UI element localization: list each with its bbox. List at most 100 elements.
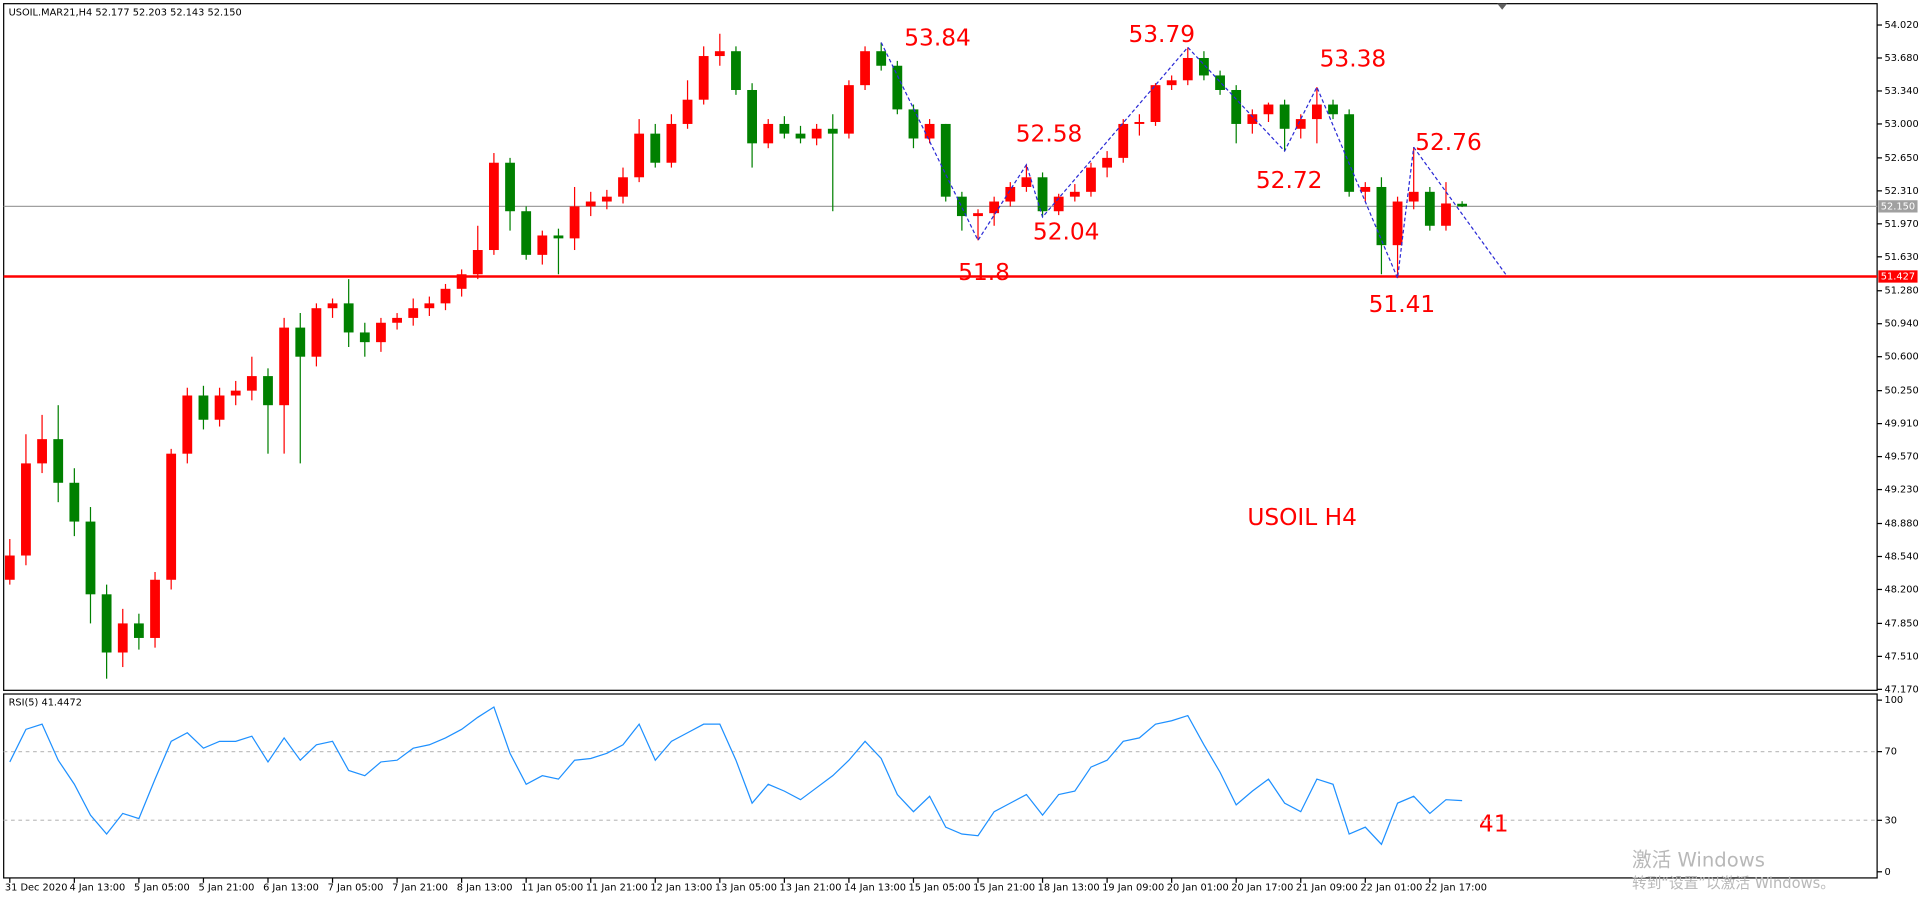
candle-body — [1408, 191, 1419, 202]
chart-title: USOIL.MAR21,H4 52.177 52.203 52.143 52.1… — [9, 7, 242, 18]
y-tick-label: 54.020 — [1884, 20, 1918, 31]
y-tick-label: 51.280 — [1884, 286, 1918, 297]
candle-body — [876, 51, 887, 66]
candle-body — [424, 303, 435, 309]
zigzag-label: 52.76 — [1415, 129, 1482, 156]
candle-body — [1279, 104, 1290, 129]
candle-body — [1215, 75, 1225, 90]
candle-body — [214, 395, 225, 420]
shift-marker — [1497, 3, 1508, 10]
candle-body — [1199, 57, 1209, 76]
candle-body — [1360, 186, 1371, 192]
zigzag-projection — [1413, 146, 1508, 277]
zigzag-line — [880, 42, 1415, 281]
x-tick-label: 5 Jan 21:00 — [199, 883, 255, 894]
y-tick-label: 50.250 — [1884, 386, 1918, 397]
candle-body — [779, 123, 790, 134]
x-tick-label: 5 Jan 05:00 — [134, 883, 190, 894]
candle-body — [714, 51, 725, 57]
y-tick-label: 52.650 — [1884, 153, 1918, 164]
y-tick-label: 30 — [1884, 815, 1896, 826]
candle-body — [472, 250, 483, 275]
candle-body — [230, 390, 241, 396]
zigzag-label: 53.38 — [1320, 46, 1387, 73]
candle-body — [763, 123, 774, 144]
x-tick-label: 21 Jan 09:00 — [1296, 883, 1358, 894]
x-tick-label: 8 Jan 13:00 — [457, 883, 513, 894]
candle-body — [440, 288, 451, 304]
x-tick-label: 20 Jan 01:00 — [1167, 883, 1229, 894]
candle-body — [1263, 104, 1274, 115]
candle-body — [198, 395, 209, 420]
candle-body — [246, 376, 257, 391]
candle-body — [1457, 203, 1468, 207]
candle-body — [1344, 114, 1355, 192]
candle-body — [150, 579, 160, 638]
x-tick-label: 7 Jan 05:00 — [328, 883, 384, 894]
zigzag-label: 52.58 — [1016, 120, 1083, 147]
candle-body — [1247, 114, 1258, 124]
y-tick-label: 70 — [1884, 747, 1896, 758]
candle-body — [1231, 89, 1242, 124]
candle-body — [585, 201, 596, 207]
x-tick-label: 13 Jan 21:00 — [779, 883, 841, 894]
candle-body — [521, 211, 532, 255]
y-tick-label: 49.230 — [1884, 485, 1918, 496]
zigzag-label: 53.84 — [904, 25, 971, 52]
annotation: 41 — [1479, 811, 1509, 838]
candle-body — [553, 235, 564, 239]
candle-body — [1182, 57, 1193, 81]
candle-body — [279, 327, 290, 406]
candle-body — [343, 303, 354, 333]
candle-body — [1037, 177, 1048, 212]
y-tick-label: 52.310 — [1884, 186, 1918, 197]
candle-body — [1005, 186, 1016, 202]
x-tick-label: 4 Jan 13:00 — [69, 883, 125, 894]
rsi-line — [9, 706, 1463, 846]
candle-body — [1166, 80, 1177, 86]
y-tick-label: 53.680 — [1884, 53, 1918, 64]
candle-body — [1134, 121, 1145, 124]
candle-body — [37, 439, 47, 464]
rsi-panel — [3, 693, 1878, 879]
y-tick-label: 48.200 — [1884, 584, 1918, 595]
candle-body — [1376, 186, 1387, 246]
candle-body — [133, 623, 144, 638]
candle-body — [924, 123, 935, 139]
candle-body — [408, 308, 419, 318]
candle-body — [1441, 203, 1451, 226]
x-tick-label: 14 Jan 13:00 — [844, 883, 906, 894]
watermark: 转到“设置”以激活 Windows。 — [1632, 875, 1835, 892]
x-tick-label: 19 Jan 09:00 — [1102, 883, 1164, 894]
candle-body — [505, 162, 515, 212]
x-tick-label: 11 Jan 05:00 — [521, 883, 583, 894]
candle-body — [21, 463, 31, 556]
candle-body — [601, 196, 612, 202]
candle-body — [989, 201, 1000, 214]
x-tick-label: 15 Jan 21:00 — [973, 883, 1035, 894]
candle-body — [844, 85, 854, 134]
candle-body — [666, 123, 677, 163]
candle-body — [85, 521, 96, 595]
zigzag-label: 51.8 — [958, 259, 1010, 286]
x-tick-label: 11 Jan 21:00 — [586, 883, 648, 894]
candle-body — [1118, 123, 1129, 158]
y-tick-label: 49.570 — [1884, 452, 1918, 463]
candle-body — [1150, 85, 1161, 122]
annotation: USOIL H4 — [1247, 504, 1357, 531]
candle-body — [4, 555, 15, 580]
level-label: 51.427 — [1881, 271, 1915, 282]
y-tick-label: 0 — [1884, 867, 1890, 878]
y-tick-label: 51.970 — [1884, 219, 1918, 230]
candle-body — [892, 65, 903, 110]
candle-body — [311, 308, 322, 357]
y-tick-label: 53.000 — [1884, 119, 1918, 130]
rsi-title: RSI(5) 41.4472 — [9, 698, 82, 709]
candle-body — [53, 439, 64, 483]
zigzag-label: 52.04 — [1033, 218, 1100, 245]
candle-body — [747, 89, 757, 144]
candle-body — [537, 235, 548, 255]
candle-body — [376, 322, 386, 343]
y-tick-label: 50.600 — [1884, 352, 1918, 363]
